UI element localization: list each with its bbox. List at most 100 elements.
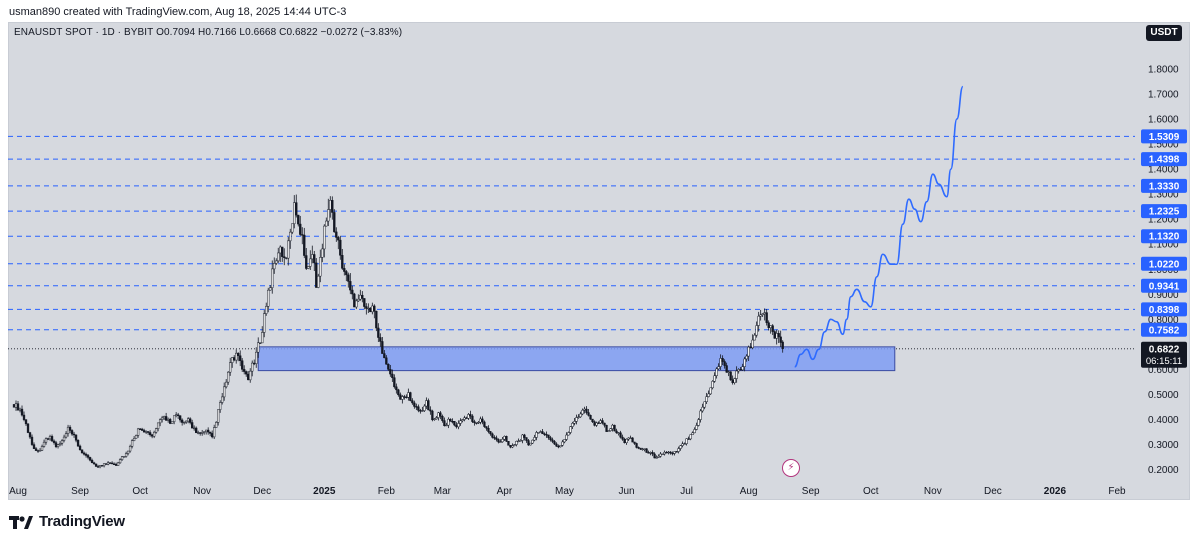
candle-body [94, 463, 98, 467]
candle-body [154, 428, 158, 433]
candle-body [22, 414, 26, 420]
candle-body [24, 419, 28, 425]
x-tick-label: Sep [71, 486, 89, 497]
countdown-label: 06:15:11 [1146, 356, 1182, 367]
candle-body [82, 452, 86, 455]
currency-button[interactable]: USDT [1146, 25, 1182, 41]
candle-body [62, 436, 66, 441]
candle-body [571, 423, 574, 427]
candle-body [611, 424, 614, 429]
brand-name: TradingView [39, 513, 125, 530]
candle-body [138, 428, 142, 430]
candle-body [303, 234, 306, 256]
candle-body [60, 440, 64, 444]
candle-body [231, 357, 234, 363]
candle-body [781, 341, 784, 350]
x-tick-label: Aug [9, 486, 27, 497]
candle-body [150, 434, 154, 437]
candle-body [559, 445, 562, 448]
candle-body [195, 427, 198, 433]
candle-body [457, 423, 460, 428]
candle-body [541, 431, 544, 435]
candle-body [575, 417, 578, 422]
candle-body [269, 287, 272, 291]
candle-body [311, 254, 314, 260]
candle-body [339, 239, 342, 256]
candle-body [479, 418, 482, 423]
candle-body [651, 452, 654, 455]
candle-body [505, 436, 508, 442]
candle-body [341, 255, 344, 269]
candle-body [70, 430, 74, 435]
x-tick-label: Feb [1108, 486, 1126, 497]
candle-body [381, 341, 384, 354]
candle-body [721, 358, 724, 362]
tradingview-logo-icon [9, 515, 33, 529]
candle-body [203, 431, 206, 433]
candle-body [259, 342, 262, 344]
candle-body [387, 363, 390, 370]
candle-body [723, 361, 726, 366]
candle-body [745, 355, 748, 360]
candle-body [399, 394, 402, 400]
candle-body [183, 421, 186, 424]
candle-body [475, 422, 478, 424]
candle-body [503, 436, 506, 440]
candle-body [523, 434, 526, 438]
candle-body [323, 225, 326, 250]
candle-body [64, 433, 68, 438]
candle-body [539, 431, 542, 433]
chart-attribution: usman890 created with TradingView.com, A… [9, 6, 347, 18]
candle-body [140, 428, 144, 431]
candle-body [655, 457, 658, 459]
candle-body [695, 425, 698, 430]
candle-body [501, 438, 504, 443]
candle-body [513, 444, 516, 446]
candle-body [487, 427, 490, 432]
candle-body [72, 433, 76, 436]
x-tick-label: Mar [434, 486, 452, 497]
candle-body [491, 433, 494, 438]
candle-body [689, 434, 692, 440]
candle-body [307, 266, 310, 269]
symbol-ohlc-legend: ENAUSDT SPOT · 1D · BYBIT O0.7094 H0.716… [14, 27, 403, 38]
candle-body [317, 275, 320, 288]
candle-body [429, 409, 432, 412]
candle-body [353, 293, 356, 308]
candle-body [499, 441, 502, 443]
candle-body [18, 408, 22, 411]
candle-body [179, 415, 182, 421]
candle-body [767, 322, 770, 328]
candle-body [128, 446, 132, 452]
candle-body [185, 420, 188, 423]
candle-body [373, 305, 376, 312]
tradingview-logo[interactable]: TradingView [9, 513, 125, 530]
candle-body [553, 441, 556, 445]
candle-body [607, 430, 610, 432]
candle-body [647, 452, 650, 454]
candle-body [92, 462, 96, 465]
chart-panel[interactable] [8, 22, 1190, 500]
candle-body [263, 313, 266, 333]
candle-body [621, 436, 624, 440]
candle-body [547, 434, 550, 438]
candle-body [701, 406, 704, 412]
candle-body [599, 420, 602, 424]
candle-body [713, 375, 716, 382]
candle-body [84, 453, 88, 456]
candle-body [403, 396, 406, 398]
price-level-label: 1.2325 [1149, 207, 1180, 218]
candle-body [519, 440, 522, 442]
candle-body [419, 410, 422, 412]
lightning-icon[interactable]: ⚡ [782, 459, 800, 477]
candle-body [359, 294, 362, 300]
candle-body [68, 426, 72, 431]
candle-body [509, 445, 512, 448]
candle-body [649, 452, 652, 454]
candle-body [637, 447, 640, 449]
price-level-label: 1.5309 [1149, 132, 1180, 143]
candle-body [437, 412, 440, 418]
candle-body [283, 256, 286, 258]
candle-body [219, 402, 222, 410]
